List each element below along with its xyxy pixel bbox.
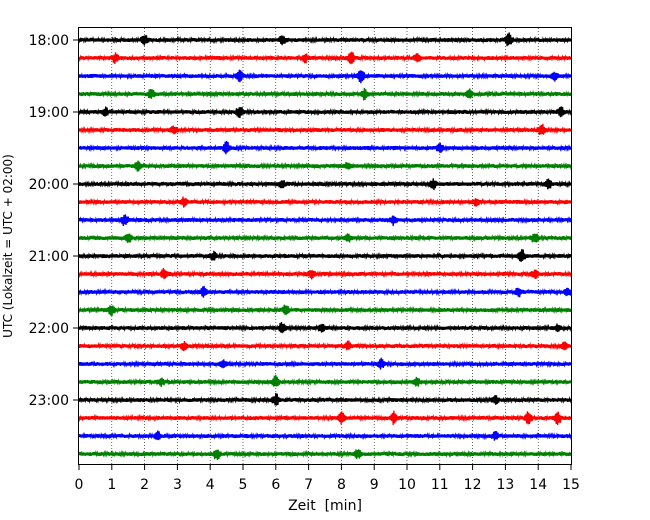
x-tick-label: 12 <box>464 477 482 493</box>
trace-line <box>78 196 572 208</box>
x-axis-label: Zeit [min] <box>288 498 362 514</box>
trace-line <box>78 178 572 191</box>
trace-line <box>78 304 572 317</box>
x-tick-label: 9 <box>370 477 379 493</box>
trace-line <box>78 141 572 155</box>
trace-line <box>78 267 572 280</box>
trace-line <box>78 123 572 135</box>
x-tick-label: 0 <box>75 477 84 493</box>
trace-line <box>78 160 572 172</box>
x-tick-label: 1 <box>107 477 116 493</box>
trace-line <box>78 285 572 298</box>
trace-line <box>78 430 572 441</box>
traces <box>78 32 572 460</box>
trace-line <box>78 214 572 227</box>
plot-frame <box>78 27 572 465</box>
y-axis-label: UTC (Lokalzeit = UTC + 02:00) <box>1 154 15 338</box>
trace-line <box>78 449 572 460</box>
trace-line <box>78 32 572 47</box>
x-tick-label: 13 <box>496 477 514 493</box>
trace-line <box>78 392 572 406</box>
y-tick-label: 20:00 <box>29 177 69 193</box>
x-tick-label: 3 <box>173 477 182 493</box>
x-tick-label: 10 <box>398 477 416 493</box>
x-tick-label: 2 <box>140 477 149 493</box>
y-tick-label: 21:00 <box>29 249 69 265</box>
trace-line <box>78 248 572 263</box>
x-tick-label: 8 <box>337 477 346 493</box>
y-tick-label: 23:00 <box>29 393 69 409</box>
y-tick-label: 18:00 <box>29 33 69 49</box>
x-axis-ticks: 0 1 2 3 4 5 6 7 8 9 10 11 12 13 14 15 <box>75 465 580 493</box>
trace-line <box>78 106 572 119</box>
y-tick-label: 19:00 <box>29 105 69 121</box>
x-tick-label: 11 <box>431 477 449 493</box>
trace-line <box>78 322 572 334</box>
grid-lines <box>111 28 539 464</box>
x-tick-label: 6 <box>271 477 280 493</box>
x-tick-label: 5 <box>239 477 248 493</box>
y-tick-label: 22:00 <box>29 321 69 337</box>
trace-line <box>78 410 572 426</box>
trace-line <box>78 51 572 65</box>
y-axis-ticks: 18:00 19:00 20:00 21:00 22:00 23:00 <box>29 33 78 409</box>
x-tick-label: 14 <box>529 477 547 493</box>
trace-line <box>78 69 572 84</box>
trace-line <box>78 357 572 370</box>
x-tick-label: 15 <box>562 477 580 493</box>
trace-line <box>78 374 572 388</box>
trace-line <box>78 87 572 101</box>
x-tick-label: 7 <box>304 477 313 493</box>
trace-line <box>78 233 572 243</box>
x-tick-label: 4 <box>206 477 215 493</box>
trace-line <box>78 340 572 352</box>
